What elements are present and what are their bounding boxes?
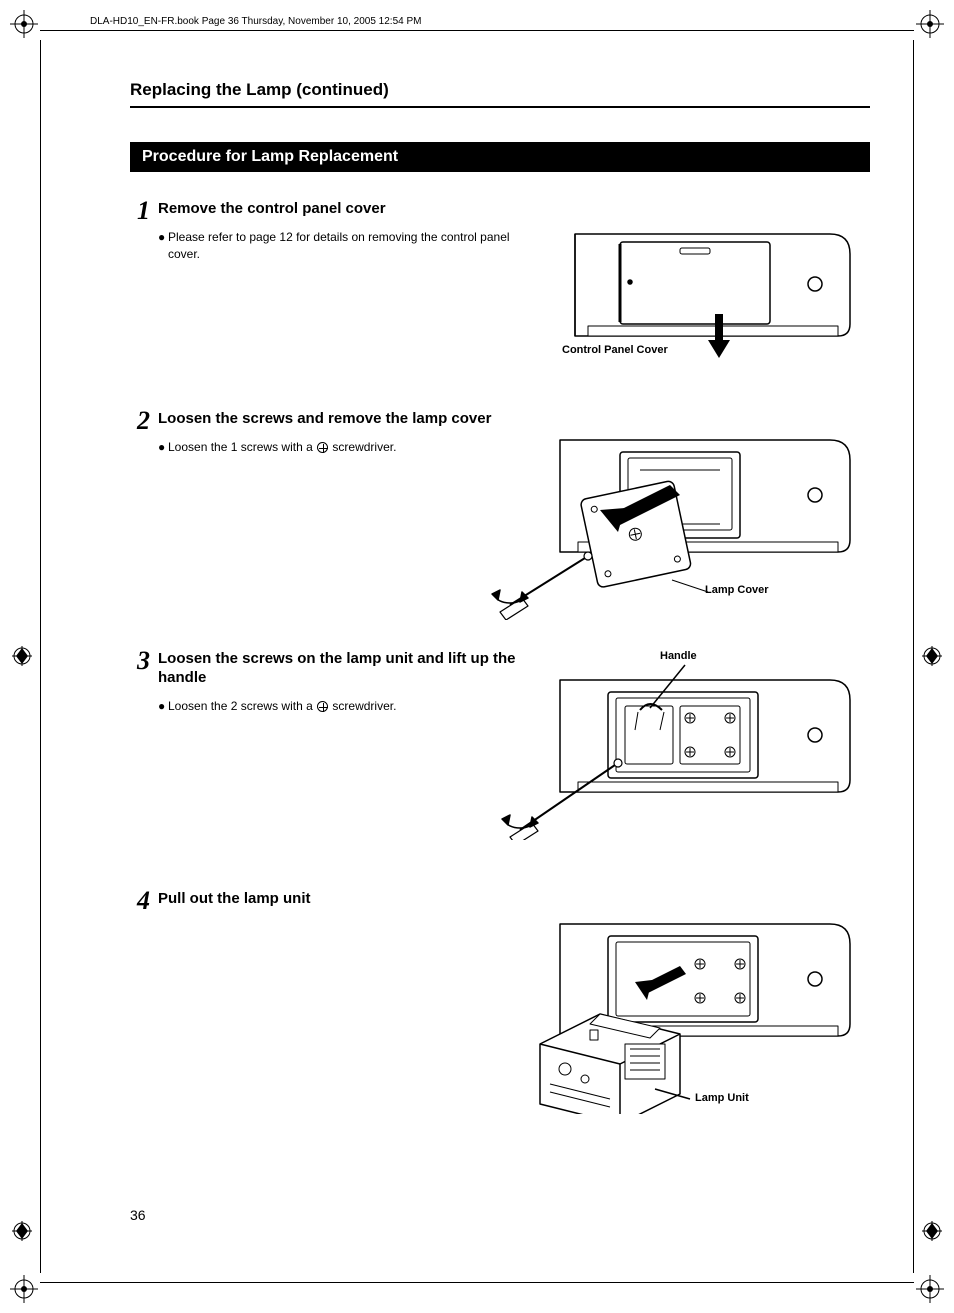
crop-mark-tl — [10, 10, 38, 38]
step-title: Pull out the lamp unit — [158, 890, 518, 909]
phillips-icon — [317, 701, 328, 712]
callout-lamp-cover: Lamp Cover — [705, 584, 769, 596]
illustration-4: Lamp Unit — [490, 914, 870, 1114]
step-number: 1 — [122, 196, 150, 226]
section-heading: Procedure for Lamp Replacement — [130, 142, 870, 172]
step-3: 3 Loosen the screws on the lamp unit and… — [130, 650, 870, 860]
crop-mark-tr — [916, 10, 944, 38]
crop-mark-ml — [10, 644, 34, 668]
bullet-text: Please refer to page 12 for details on r… — [168, 229, 518, 263]
crop-mark-br — [916, 1275, 944, 1303]
crop-mark-br2 — [920, 1219, 944, 1243]
side-rule-right — [913, 40, 914, 1273]
phillips-icon — [317, 442, 328, 453]
bottom-rule — [40, 1282, 914, 1283]
bullet-text: Loosen the 1 screws with a screwdriver. — [168, 439, 518, 456]
step-number: 4 — [122, 886, 150, 916]
step-2: 2 Loosen the screws and remove the lamp … — [130, 410, 870, 630]
illustration-1: Control Panel Cover — [550, 214, 870, 364]
step-number: 3 — [122, 646, 150, 676]
document-meta: DLA-HD10_EN-FR.book Page 36 Thursday, No… — [90, 16, 421, 27]
callout-control-panel-cover: Control Panel Cover — [562, 344, 668, 356]
step-1: 1 Remove the control panel cover ● Pleas… — [130, 200, 870, 390]
top-rule — [40, 30, 914, 31]
step-4: 4 Pull out the lamp unit — [130, 890, 870, 1110]
step-bullet: ● Loosen the 1 screws with a screwdriver… — [158, 439, 518, 456]
callout-leader — [670, 578, 710, 598]
step-title: Loosen the screws and remove the lamp co… — [158, 410, 518, 429]
step-title: Remove the control panel cover — [158, 200, 518, 219]
crop-mark-bl2 — [10, 1219, 34, 1243]
step-bullet: ● Loosen the 2 screws with a screwdriver… — [158, 698, 518, 715]
illustration-3: Handle — [490, 650, 870, 840]
page-title: Replacing the Lamp (continued) — [130, 80, 870, 108]
side-rule-left — [40, 40, 41, 1273]
step-title: Loosen the screws on the lamp unit and l… — [158, 650, 518, 688]
page-number: 36 — [130, 1207, 146, 1223]
bullet-text: Loosen the 2 screws with a screwdriver. — [168, 698, 518, 715]
illustration-2: Lamp Cover — [490, 430, 870, 620]
crop-mark-mr — [920, 644, 944, 668]
step-number: 2 — [122, 406, 150, 436]
callout-lamp-unit: Lamp Unit — [695, 1092, 749, 1104]
step-bullet: ● Please refer to page 12 for details on… — [158, 229, 518, 263]
callout-handle: Handle — [660, 650, 697, 662]
crop-mark-bl — [10, 1275, 38, 1303]
